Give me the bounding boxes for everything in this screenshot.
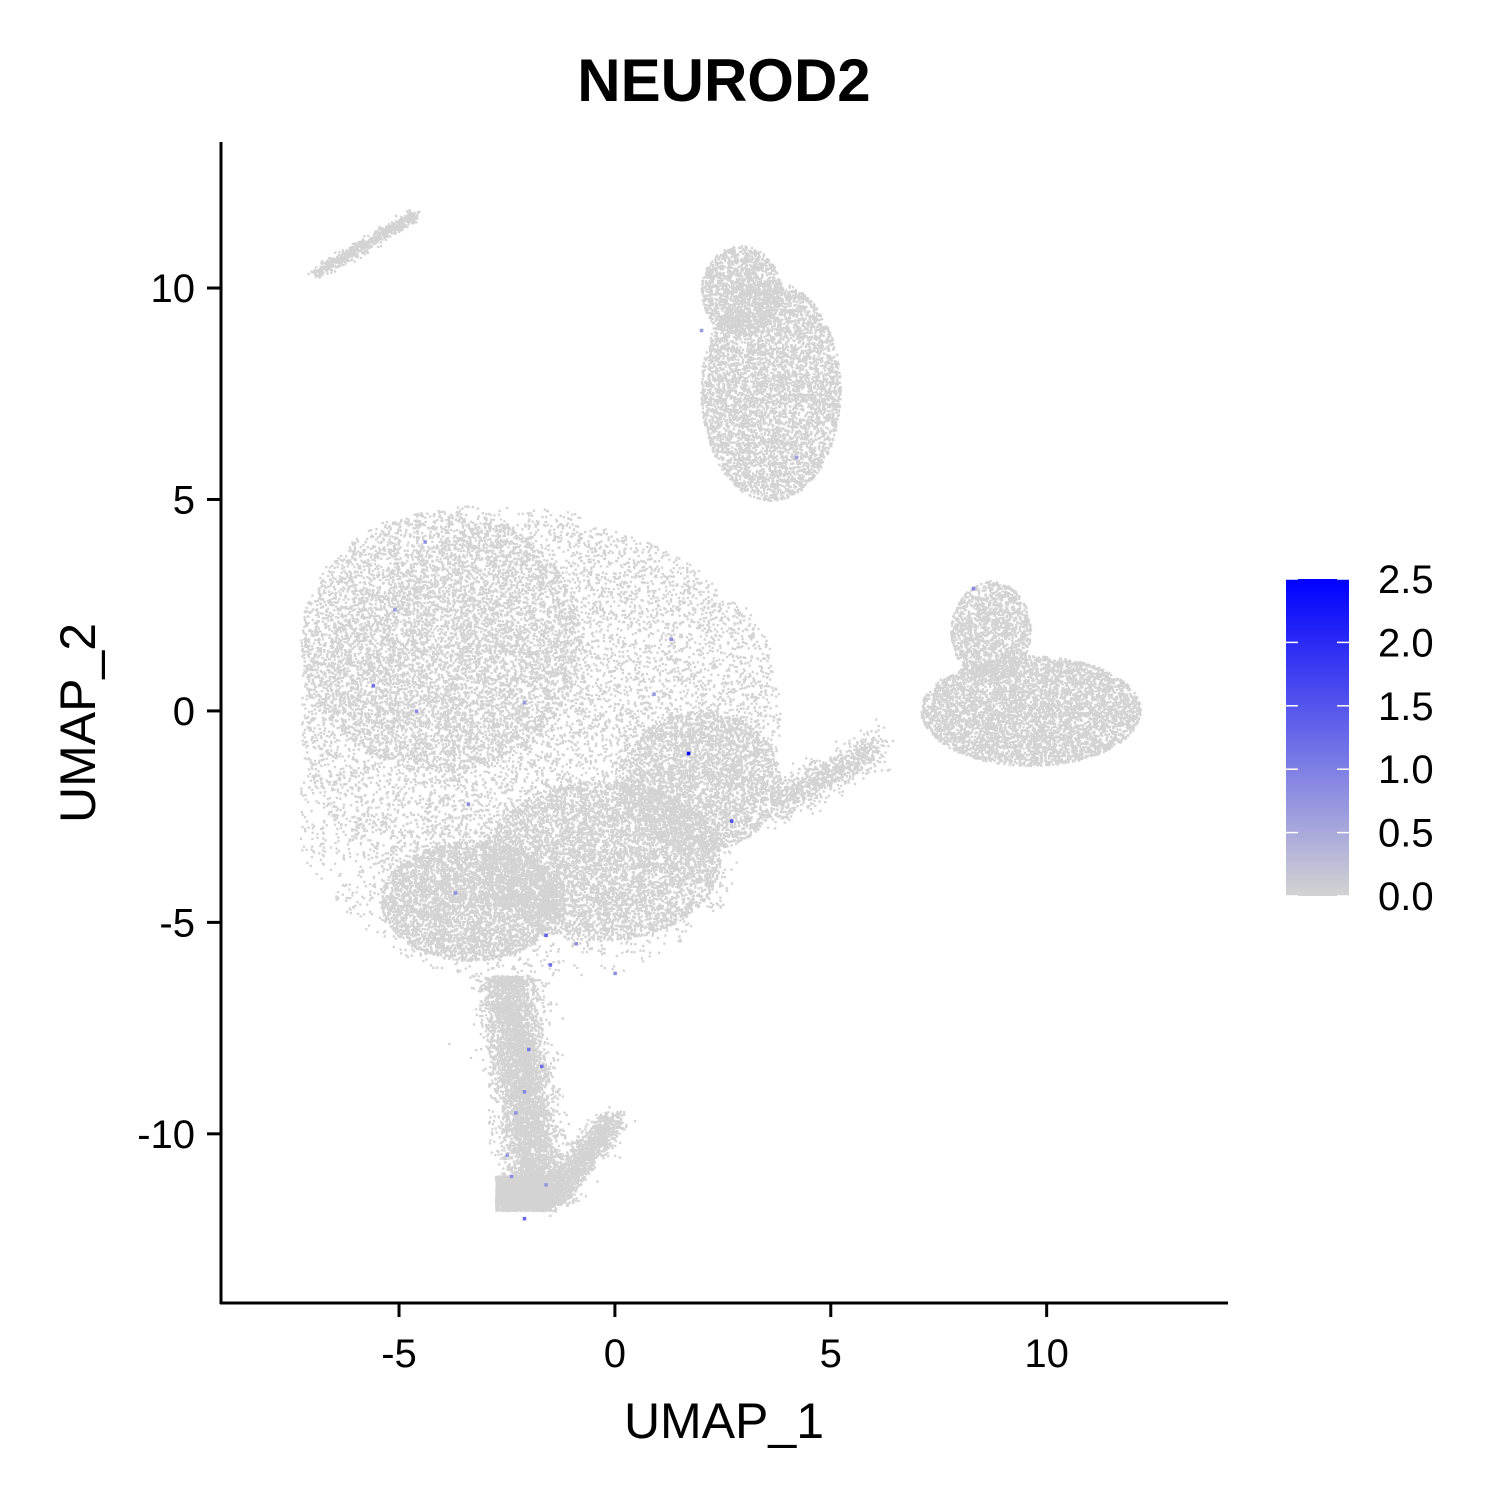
- y-tick-label: 10: [151, 267, 196, 311]
- background-cells: [300, 209, 1142, 1218]
- x-axis-title: UMAP_1: [624, 1393, 824, 1449]
- expressing-cell-point: [522, 700, 527, 705]
- expressing-cell-point: [393, 607, 397, 612]
- expressing-cell-point: [423, 540, 427, 544]
- color-legend: 0.0 0.5 1.0 1.5 2.0 2.5: [1286, 558, 1434, 919]
- legend-colorbar: [1286, 579, 1349, 896]
- expressing-cell-point: [540, 1064, 544, 1069]
- legend-label: 1.5: [1378, 685, 1434, 729]
- expressing-cell-point: [505, 1153, 509, 1157]
- expressing-cell-point: [466, 802, 471, 806]
- expressing-cell-point: [686, 751, 691, 756]
- expressing-cell-point: [527, 1047, 531, 1052]
- expressing-cell-point: [514, 1111, 518, 1115]
- legend-label: 0.0: [1378, 875, 1434, 919]
- legend-label: 0.5: [1378, 812, 1434, 856]
- expressing-cell-point: [509, 1174, 514, 1179]
- expressing-cell-point: [544, 1183, 548, 1187]
- legend-ticks: 0.0 0.5 1.0 1.5 2.0 2.5: [1286, 558, 1434, 919]
- legend-label: 1.0: [1378, 748, 1434, 792]
- expressing-cell-point: [371, 684, 376, 688]
- x-tick-label: 10: [1024, 1332, 1069, 1376]
- cell-points-layer: [300, 209, 1142, 1218]
- y-tick-label: -10: [137, 1113, 195, 1157]
- chart-title: NEUROD2: [577, 47, 870, 114]
- y-tick-label: 0: [173, 690, 195, 734]
- x-tick-label: -5: [381, 1332, 417, 1376]
- y-tick-label: 5: [173, 478, 195, 522]
- expressing-cell-point: [699, 328, 704, 333]
- expressing-cell-point: [652, 692, 656, 697]
- legend-label: 2.0: [1378, 621, 1434, 665]
- expressing-cell-point: [453, 891, 458, 895]
- x-axis-ticks: -5 0 5 10: [381, 1303, 1069, 1376]
- x-tick-label: 5: [820, 1332, 842, 1376]
- expressing-cell-point: [574, 942, 579, 946]
- x-tick-label: 0: [604, 1332, 626, 1376]
- expressing-cell-point: [613, 971, 617, 976]
- y-tick-label: -5: [159, 901, 195, 945]
- expressing-cell-point: [522, 1216, 527, 1221]
- legend-label: 2.5: [1378, 558, 1434, 602]
- y-axis-title: UMAP_2: [50, 623, 106, 823]
- expressing-cell-point: [522, 1090, 527, 1094]
- expressing-cell-point: [729, 819, 734, 823]
- expressing-cell-point: [669, 637, 674, 642]
- expressing-cell-point: [414, 709, 419, 713]
- expressing-cell-point: [971, 586, 976, 591]
- expressing-cell-point: [544, 933, 548, 938]
- expressing-cells-layer: [371, 328, 976, 1221]
- expressing-cell-point: [794, 455, 799, 460]
- y-axis-ticks: -10 -5 0 5 10: [137, 267, 221, 1157]
- expressing-cell-point: [548, 963, 553, 967]
